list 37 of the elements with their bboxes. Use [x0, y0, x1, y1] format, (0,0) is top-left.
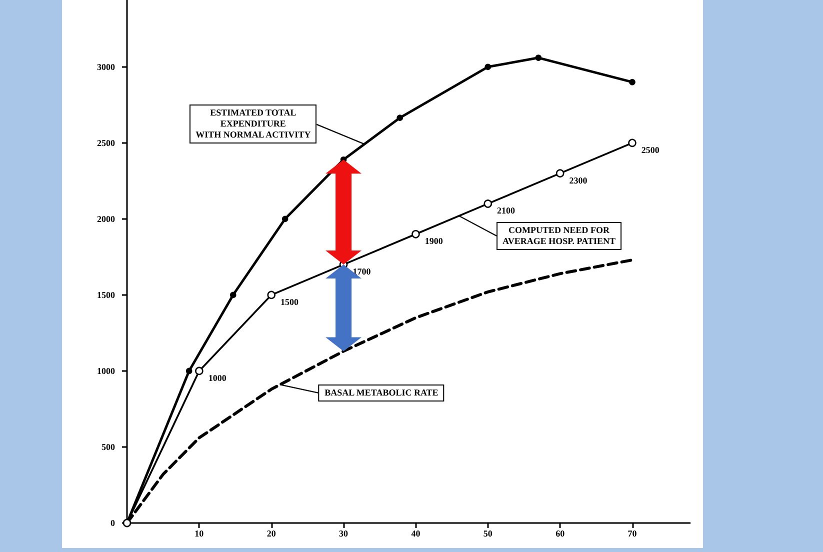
point [628, 138, 636, 148]
data-label: 1000 [208, 372, 227, 383]
x-tick-label: 40 [411, 528, 421, 538]
x-tick-label: 30 [339, 528, 349, 538]
x-tick-label: 60 [556, 528, 566, 538]
point [195, 366, 204, 376]
point [282, 216, 288, 222]
point [484, 64, 492, 70]
data-label: 1900 [424, 236, 444, 246]
x-tick-label: 50 [483, 528, 493, 538]
annotation: BASAL METABOLIC RATE [318, 384, 444, 402]
point [267, 290, 276, 300]
data-label: 1700 [352, 266, 372, 277]
y-tick-label: 3000 [97, 62, 116, 72]
point [412, 230, 420, 238]
y-tick-label: 500 [102, 442, 116, 452]
data-label: 2100 [497, 206, 516, 216]
point [556, 169, 564, 178]
point [396, 114, 403, 121]
annotation: COMPUTED NEED FOR AVERAGE HOSP. PATIENT [496, 222, 622, 250]
point [629, 78, 636, 86]
y-tick-label: 2000 [97, 214, 116, 224]
y-tick-label: 1000 [97, 366, 116, 376]
annotation: ESTIMATED TOTAL EXPENDITURE WITH NORMAL ACTIVITY [190, 104, 317, 144]
x-tick-label: 70 [628, 528, 638, 538]
data-label: 1500 [280, 296, 300, 307]
y-tick-label: 0 [110, 518, 116, 528]
y-tick-label: 2500 [97, 138, 116, 148]
point [230, 292, 236, 298]
x-tick-label: 20 [266, 528, 276, 538]
point [186, 368, 192, 374]
data-label: 2500 [641, 144, 660, 155]
point [484, 200, 492, 208]
point [535, 54, 542, 61]
y-tick-label: 1500 [97, 290, 116, 300]
data-label: 2300 [569, 175, 588, 186]
x-tick-label: 10 [194, 528, 204, 538]
